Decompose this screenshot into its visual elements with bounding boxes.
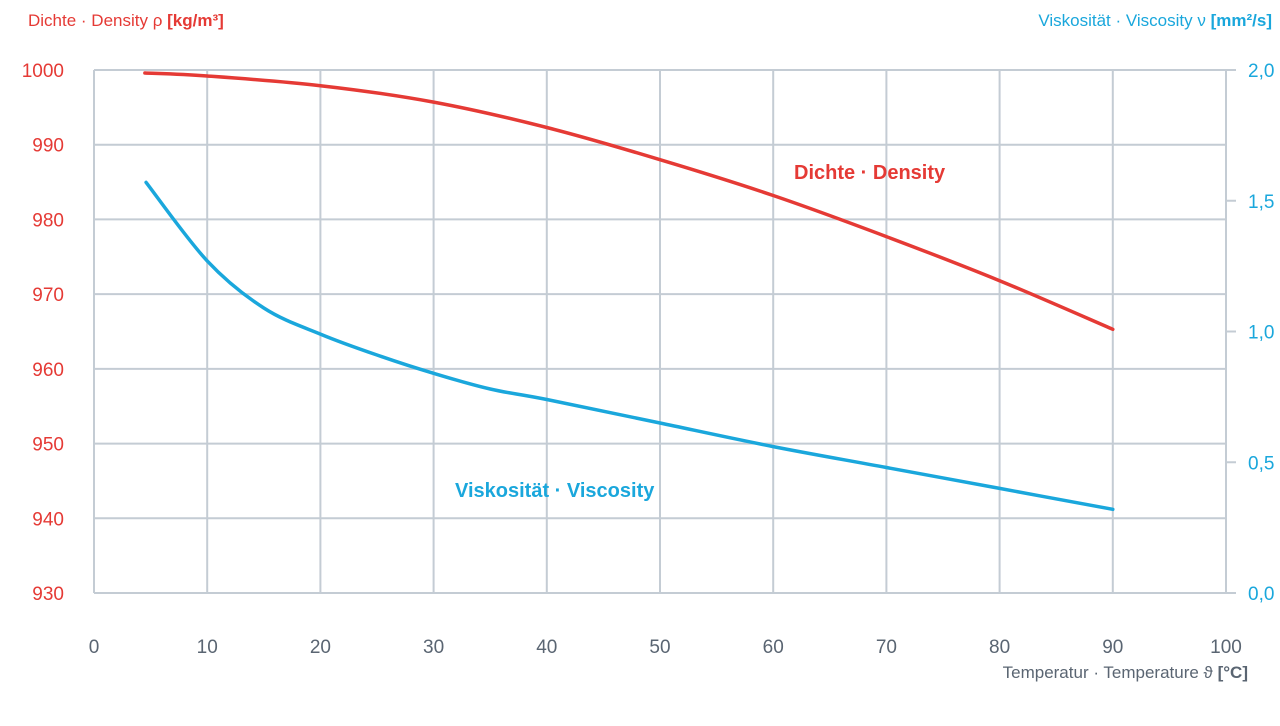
left-tick-label: 960	[32, 360, 64, 381]
x-tick-label: 60	[763, 637, 784, 658]
x-tick-label: 50	[649, 637, 670, 658]
viscosity-series-label: Viskosität · Viscosity	[455, 480, 655, 502]
x-tick-label: 90	[1102, 637, 1123, 658]
left-axis-title-text: Dichte · Density ρ	[28, 11, 167, 30]
right-tick-label: 2,0	[1248, 61, 1274, 82]
left-axis-title: Dichte · Density ρ [kg/m³]	[28, 11, 224, 30]
viscosity-line	[144, 180, 1115, 512]
right-axis-title: Viskosität · Viscosity ν [mm²/s]	[1038, 11, 1272, 30]
x-axis-title: Temperatur · Temperature ϑ [°C]	[1003, 663, 1248, 682]
x-axis-title-text: Temperatur · Temperature ϑ	[1003, 663, 1218, 682]
right-axis-title-unit: [mm²/s]	[1211, 11, 1272, 30]
x-axis-title-unit: [°C]	[1218, 663, 1248, 682]
left-axis-title-unit: [kg/m³]	[167, 11, 224, 30]
x-tick-label: 80	[989, 637, 1010, 658]
left-tick-label: 990	[32, 136, 64, 157]
x-axis-ticks: 0 10 20 30 40 50 60 70 80 90 100	[89, 637, 1242, 658]
right-tick-label: 1,5	[1248, 192, 1274, 213]
x-tick-label: 100	[1210, 637, 1242, 658]
right-tick-label: 0,5	[1248, 453, 1274, 474]
x-tick-label: 20	[310, 637, 331, 658]
density-line	[143, 71, 1115, 332]
left-tick-label: 940	[32, 509, 64, 530]
x-tick-label: 0	[89, 637, 100, 658]
x-tick-label: 10	[197, 637, 218, 658]
right-axis-ticks: 0,0 0,5 1,0 1,5 2,0	[1248, 61, 1274, 605]
left-tick-label: 1000	[22, 61, 64, 82]
left-tick-label: 980	[32, 210, 64, 231]
right-tick-label: 1,0	[1248, 323, 1274, 344]
left-tick-label: 970	[32, 285, 64, 306]
x-tick-label: 30	[423, 637, 444, 658]
right-tick-label: 0,0	[1248, 584, 1274, 605]
series-lines	[143, 71, 1115, 512]
left-tick-label: 950	[32, 435, 64, 456]
right-axis-title-text: Viskosität · Viscosity ν	[1038, 11, 1210, 30]
left-tick-label: 930	[32, 584, 64, 605]
left-axis-ticks: 930 940 950 960 970 980 990 1000	[22, 61, 64, 605]
grid-lines	[93, 69, 1236, 594]
x-tick-label: 70	[876, 637, 897, 658]
x-tick-label: 40	[536, 637, 557, 658]
density-series-label: Dichte · Density	[794, 162, 946, 184]
